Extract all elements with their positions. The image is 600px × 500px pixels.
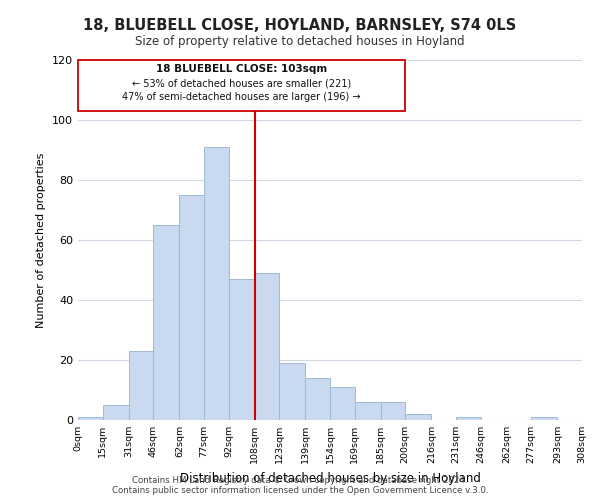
Bar: [229, 279, 255, 420]
Y-axis label: Number of detached properties: Number of detached properties: [37, 152, 46, 328]
FancyBboxPatch shape: [78, 60, 405, 111]
Bar: [255, 273, 279, 420]
Bar: [330, 387, 355, 420]
Bar: [179, 195, 204, 420]
Bar: [405, 414, 431, 420]
Text: 18 BLUEBELL CLOSE: 103sqm: 18 BLUEBELL CLOSE: 103sqm: [156, 64, 327, 74]
Bar: [204, 147, 229, 420]
Bar: [279, 363, 305, 420]
Text: Contains public sector information licensed under the Open Government Licence v.: Contains public sector information licen…: [112, 486, 488, 495]
Text: 18, BLUEBELL CLOSE, HOYLAND, BARNSLEY, S74 0LS: 18, BLUEBELL CLOSE, HOYLAND, BARNSLEY, S…: [83, 18, 517, 32]
X-axis label: Distribution of detached houses by size in Hoyland: Distribution of detached houses by size …: [179, 472, 481, 484]
Bar: [305, 378, 330, 420]
Bar: [355, 402, 381, 420]
Bar: [531, 417, 557, 420]
Bar: [456, 417, 481, 420]
Text: ← 53% of detached houses are smaller (221): ← 53% of detached houses are smaller (22…: [132, 78, 351, 88]
Bar: [381, 402, 405, 420]
Text: Size of property relative to detached houses in Hoyland: Size of property relative to detached ho…: [135, 35, 465, 48]
Bar: [78, 417, 103, 420]
Bar: [129, 351, 153, 420]
Bar: [153, 225, 179, 420]
Text: Contains HM Land Registry data © Crown copyright and database right 2024.: Contains HM Land Registry data © Crown c…: [132, 476, 468, 485]
Text: 47% of semi-detached houses are larger (196) →: 47% of semi-detached houses are larger (…: [122, 92, 361, 102]
Bar: [103, 405, 129, 420]
